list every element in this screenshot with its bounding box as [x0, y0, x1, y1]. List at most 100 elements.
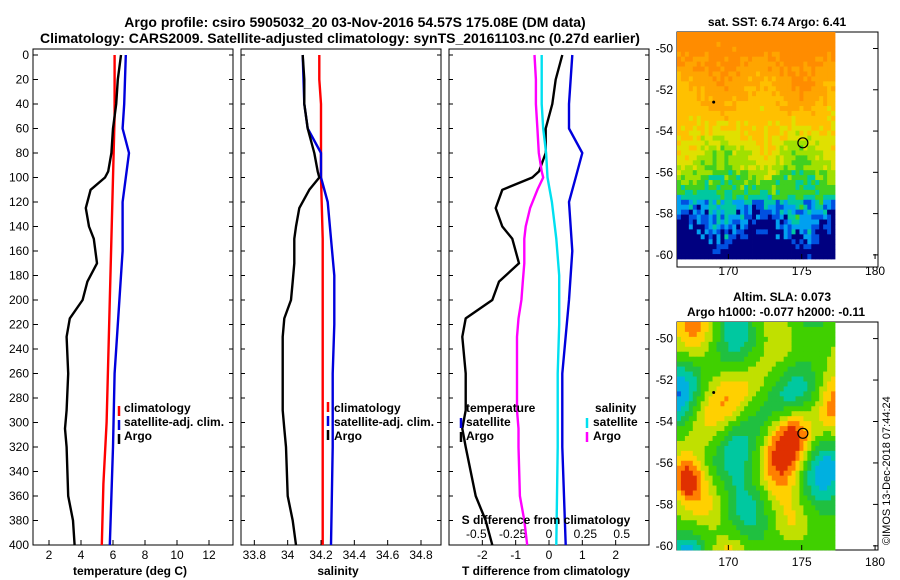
depth-tick-label: 220	[9, 318, 29, 332]
depth-tick-label: 80	[16, 146, 30, 160]
sla-map-panel: Altim. SLA: 0.073 Argo h1000: -0.077 h20…	[656, 290, 886, 569]
temperature-xlabel: temperature (deg C)	[73, 564, 187, 578]
lon-tick-label: 170	[718, 555, 738, 569]
s-difference-xlabel: S difference from climatology	[462, 513, 631, 527]
sst-field	[677, 32, 836, 260]
x-tick-label: 2	[46, 548, 53, 562]
series-line-climatology	[318, 55, 324, 545]
lat-tick-label: -50	[656, 42, 674, 56]
legend-argo-label: Argo	[334, 429, 362, 443]
lat-tick-label: -54	[656, 414, 674, 428]
salinity-xlabel: salinity	[317, 564, 359, 578]
lat-tick-label: -56	[656, 165, 674, 179]
difference-axes-frame	[448, 48, 650, 546]
x-tick-label: 34.4	[343, 548, 367, 562]
float-track-dot	[712, 390, 716, 394]
sal-x-tick-label: 0.5	[613, 527, 630, 541]
x-tick-label: 10	[170, 548, 184, 562]
depth-tick-label: 160	[9, 244, 29, 258]
legend-climatology-label: climatology	[334, 401, 401, 415]
imos-credit: ©IMOS 13-Dec-2018 07:44:24	[881, 396, 893, 545]
lat-tick-label: -58	[656, 207, 674, 221]
sla-field	[677, 322, 836, 551]
profile-location-marker	[797, 137, 809, 149]
depth-tick-label: 280	[9, 391, 29, 405]
x-tick-label: -2	[477, 548, 488, 562]
depth-tick-label: 400	[9, 538, 29, 552]
lat-tick-label: -52	[656, 83, 674, 97]
depth-tick-label: 120	[9, 195, 29, 209]
depth-tick-label: 20	[16, 73, 30, 87]
lat-tick-label: -60	[656, 248, 674, 262]
lat-tick-label: -54	[656, 124, 674, 138]
depth-tick-label: 260	[9, 367, 29, 381]
x-tick-label: 1	[579, 548, 586, 562]
lat-tick-label: -60	[656, 539, 674, 553]
salinity-panel: 33.8 34 34.2 34.4 34.6 34.8 salinity climatol…	[240, 48, 442, 578]
x-tick-label: 4	[78, 548, 85, 562]
x-tick-label: 33.8	[243, 548, 267, 562]
depth-tick-label: 240	[9, 342, 29, 356]
legend-t-satellite-label: satellite	[466, 415, 511, 429]
x-tick-label: 6	[110, 548, 117, 562]
sal-x-tick-label: -0.25	[499, 527, 527, 541]
sla-map-title-line1: Altim. SLA: 0.073	[733, 290, 831, 304]
depth-tick-label: 200	[9, 293, 29, 307]
depth-tick-label: 140	[9, 220, 29, 234]
sal-x-tick-label: 0.25	[574, 527, 598, 541]
depth-tick-label: 100	[9, 171, 29, 185]
legend-t-argo-label: Argo	[466, 429, 494, 443]
legend-s-satellite-label: satellite	[593, 415, 638, 429]
series-line-argo	[63, 54, 123, 546]
series-line-s-satellite	[540, 55, 561, 546]
depth-tick-label: 40	[16, 97, 30, 111]
difference-panel: -2 -1 0 1 2 -0.5 -0.25 0 0.25 0.5 T difference f…	[448, 48, 650, 578]
lon-tick-label: 175	[792, 264, 812, 278]
lon-tick-label: 170	[718, 264, 738, 278]
temperature-panel: 0 20 40 60 80 100 120 140 160 180 200 220 240 260 280 3…	[9, 48, 234, 578]
legend-s-argo-label: Argo	[593, 429, 621, 443]
x-tick-label: 34.8	[409, 548, 433, 562]
x-tick-label: -1	[510, 548, 521, 562]
legend-argo-label: Argo	[124, 429, 152, 443]
sla-map-title-line2: Argo h1000: -0.077 h2000: -0.11	[687, 305, 865, 319]
depth-tick-label: 380	[9, 514, 29, 528]
lon-tick-label: 180	[865, 555, 885, 569]
depth-tick-label: 320	[9, 440, 29, 454]
x-tick-label: 2	[612, 548, 619, 562]
t-difference-xlabel: T difference from climatology	[462, 564, 630, 578]
x-tick-label: 34.6	[376, 548, 400, 562]
lon-tick-label: 175	[792, 555, 812, 569]
depth-tick-label: 360	[9, 489, 29, 503]
depth-tick-label: 340	[9, 465, 29, 479]
lat-tick-label: -56	[656, 456, 674, 470]
depth-tick-label: 180	[9, 269, 29, 283]
x-tick-label: 8	[142, 548, 149, 562]
lon-tick-label: 180	[865, 264, 885, 278]
salinity-diff-legend: salinity satellite Argo	[585, 401, 638, 443]
float-track-dot	[712, 100, 716, 104]
legend-satellite-label: satellite-adj. clim.	[334, 415, 434, 429]
salinity-axes-frame	[240, 48, 442, 546]
temperature-legend: climatology satellite-adj. clim. Argo	[117, 401, 224, 444]
lat-tick-label: -52	[656, 373, 674, 387]
depth-tick-label: 300	[9, 416, 29, 430]
x-tick-label: 12	[202, 548, 216, 562]
series-line-t-satellite	[561, 54, 584, 546]
lat-tick-label: -58	[656, 497, 674, 511]
legend-satellite-label: satellite-adj. clim.	[124, 415, 224, 429]
series-line-climatology	[100, 55, 116, 546]
x-tick-label: 0	[546, 548, 553, 562]
legend-climatology-label: climatology	[124, 401, 191, 415]
legend-temperature-heading: temperature	[466, 401, 536, 415]
series-line-s-argo	[515, 54, 545, 546]
sst-map-panel: sat. SST: 6.74 Argo: 6.41 -50 -52 -54 -56 -5…	[656, 15, 886, 278]
depth-tick-label: 60	[16, 122, 30, 136]
sst-map-title: sat. SST: 6.74 Argo: 6.41	[708, 15, 847, 29]
depth-tick-label: 0	[22, 48, 29, 62]
series-line-satellite-adj-clim-	[108, 54, 131, 546]
sal-x-tick-label: -0.5	[466, 527, 487, 541]
legend-salinity-heading: salinity	[595, 401, 637, 415]
